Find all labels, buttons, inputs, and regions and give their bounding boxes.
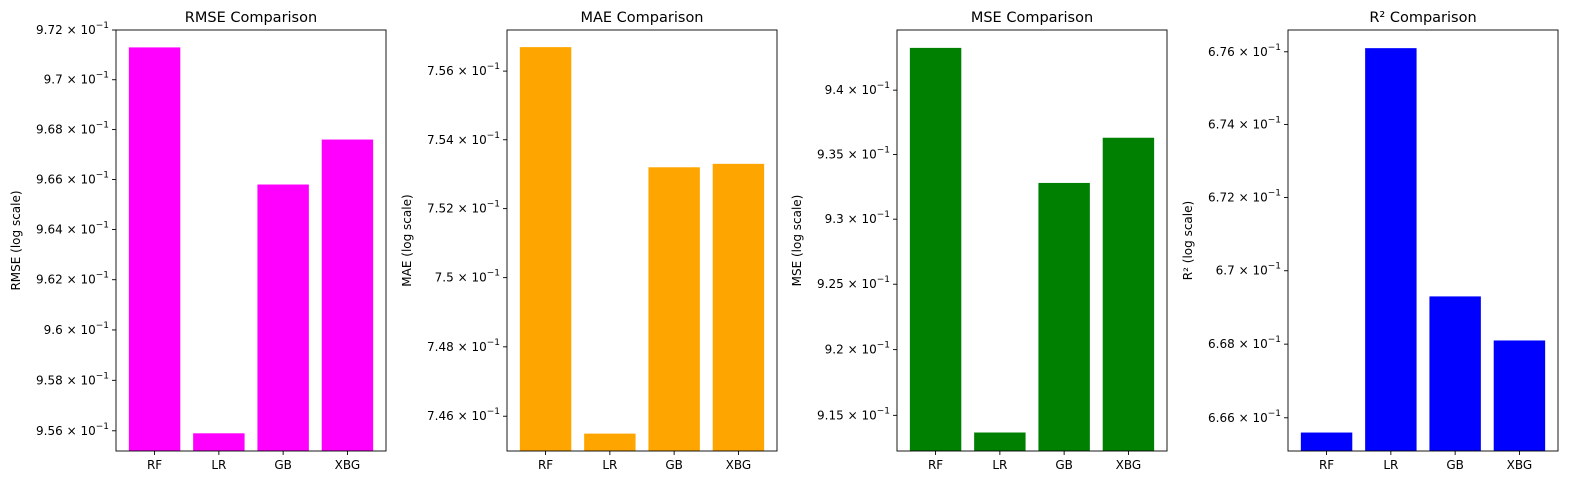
y-axis-label: MSE (log scale) (790, 195, 804, 287)
y-tick-label: 6.66 × 10−1 (1208, 409, 1281, 425)
x-tick-label: RF (1319, 458, 1334, 472)
bar-lr (974, 432, 1026, 451)
x-tick-label: RF (928, 458, 943, 472)
x-tick-label: XBG (726, 458, 752, 472)
chart-panel-3: RF LR GB XBG 9.15 × 10−1 9.2 × 10−1 9.25 × 10−… (790, 10, 1168, 472)
y-tick-label: 7.48 × 10−1 (427, 338, 500, 354)
y-tick-label: 9.7 × 10−1 (44, 71, 109, 87)
y-axis-label: MAE (log scale) (400, 194, 414, 286)
axes-frame (115, 29, 387, 452)
y-tick-label: 6.68 × 10−1 (1208, 335, 1281, 351)
bar-lr (193, 433, 245, 451)
bar-lr (1365, 48, 1417, 451)
chart-title: R² Comparison (1369, 10, 1476, 26)
y-tick-label: 7.54 × 10−1 (427, 131, 500, 147)
bar-lr (584, 433, 636, 451)
y-tick-label: 6.76 × 10−1 (1208, 43, 1281, 59)
y-tick-label: 9.68 × 10−1 (36, 121, 109, 137)
y-tick-label: 9.2 × 10−1 (825, 341, 890, 357)
bar-gb (257, 184, 309, 451)
y-tick-label: 9.15 × 10−1 (817, 406, 890, 422)
x-tick-label: XBG (1507, 458, 1533, 472)
x-tick-label: RF (147, 458, 162, 472)
axes-frame (896, 29, 1168, 452)
x-tick-label: LR (992, 458, 1007, 472)
y-tick-label: 9.58 × 10−1 (36, 371, 109, 387)
bar-rf (128, 47, 181, 451)
y-tick-label: 9.62 × 10−1 (36, 271, 109, 287)
y-tick-label: 9.64 × 10−1 (36, 221, 109, 237)
bar-xbg (321, 139, 374, 451)
axes-frame (1287, 29, 1559, 452)
y-tick-label: 9.25 × 10−1 (817, 275, 890, 291)
bar-gb (648, 167, 700, 451)
bar-gb (1038, 182, 1090, 451)
x-tick-label: XBG (1116, 458, 1142, 472)
bar-xbg (1493, 340, 1546, 451)
bar-rf (1300, 432, 1353, 451)
x-tick-label: LR (211, 458, 226, 472)
bar-rf (519, 47, 572, 452)
chart-panel-2: RF LR GB XBG 7.46 × 10−1 7.48 × 10−1 7.5 × 10−… (400, 10, 778, 472)
x-tick-label: XBG (335, 458, 361, 472)
y-tick-label: 6.72 × 10−1 (1208, 189, 1281, 205)
x-tick-label: LR (1383, 458, 1398, 472)
y-axis-label: RMSE (log scale) (9, 190, 23, 290)
y-tick-label: 9.66 × 10−1 (36, 171, 109, 187)
x-tick-label: LR (602, 458, 617, 472)
y-tick-label: 7.5 × 10−1 (435, 269, 500, 285)
chart-title: MSE Comparison (971, 10, 1093, 26)
y-tick-label: 9.35 × 10−1 (817, 146, 890, 162)
chart-title: MAE Comparison (580, 10, 703, 26)
bar-xbg (712, 163, 765, 451)
x-tick-label: GB (1055, 458, 1073, 472)
y-tick-label: 6.7 × 10−1 (1216, 262, 1281, 278)
y-tick-label: 9.3 × 10−1 (825, 210, 890, 226)
x-tick-label: GB (665, 458, 683, 472)
chart-title: RMSE Comparison (185, 10, 317, 26)
x-tick-label: GB (274, 458, 292, 472)
bar-gb (1429, 296, 1481, 451)
y-tick-label: 9.4 × 10−1 (825, 81, 890, 97)
y-tick-label: 9.72 × 10−1 (36, 21, 109, 37)
y-axis-label: R² (log scale) (1181, 201, 1195, 280)
y-tick-label: 7.52 × 10−1 (427, 200, 500, 216)
y-tick-label: 7.46 × 10−1 (427, 407, 500, 423)
y-tick-label: 7.56 × 10−1 (427, 62, 500, 78)
bar-xbg (1102, 137, 1155, 451)
x-tick-label: GB (1446, 458, 1464, 472)
y-tick-label: 9.56 × 10−1 (36, 422, 109, 438)
x-tick-label: RF (538, 458, 553, 472)
chart-panel-1: RF LR GB XBG 9.56 × 10−1 9.58 × 10−1 9.6 × 10−… (9, 10, 387, 472)
axes-frame (506, 29, 778, 452)
y-tick-label: 6.74 × 10−1 (1208, 116, 1281, 132)
y-tick-label: 9.6 × 10−1 (44, 321, 109, 337)
bar-rf (909, 47, 962, 451)
chart-panel-4: RF LR GB XBG 6.66 × 10−1 6.68 × 10−1 6.7 × 10−… (1181, 10, 1559, 472)
